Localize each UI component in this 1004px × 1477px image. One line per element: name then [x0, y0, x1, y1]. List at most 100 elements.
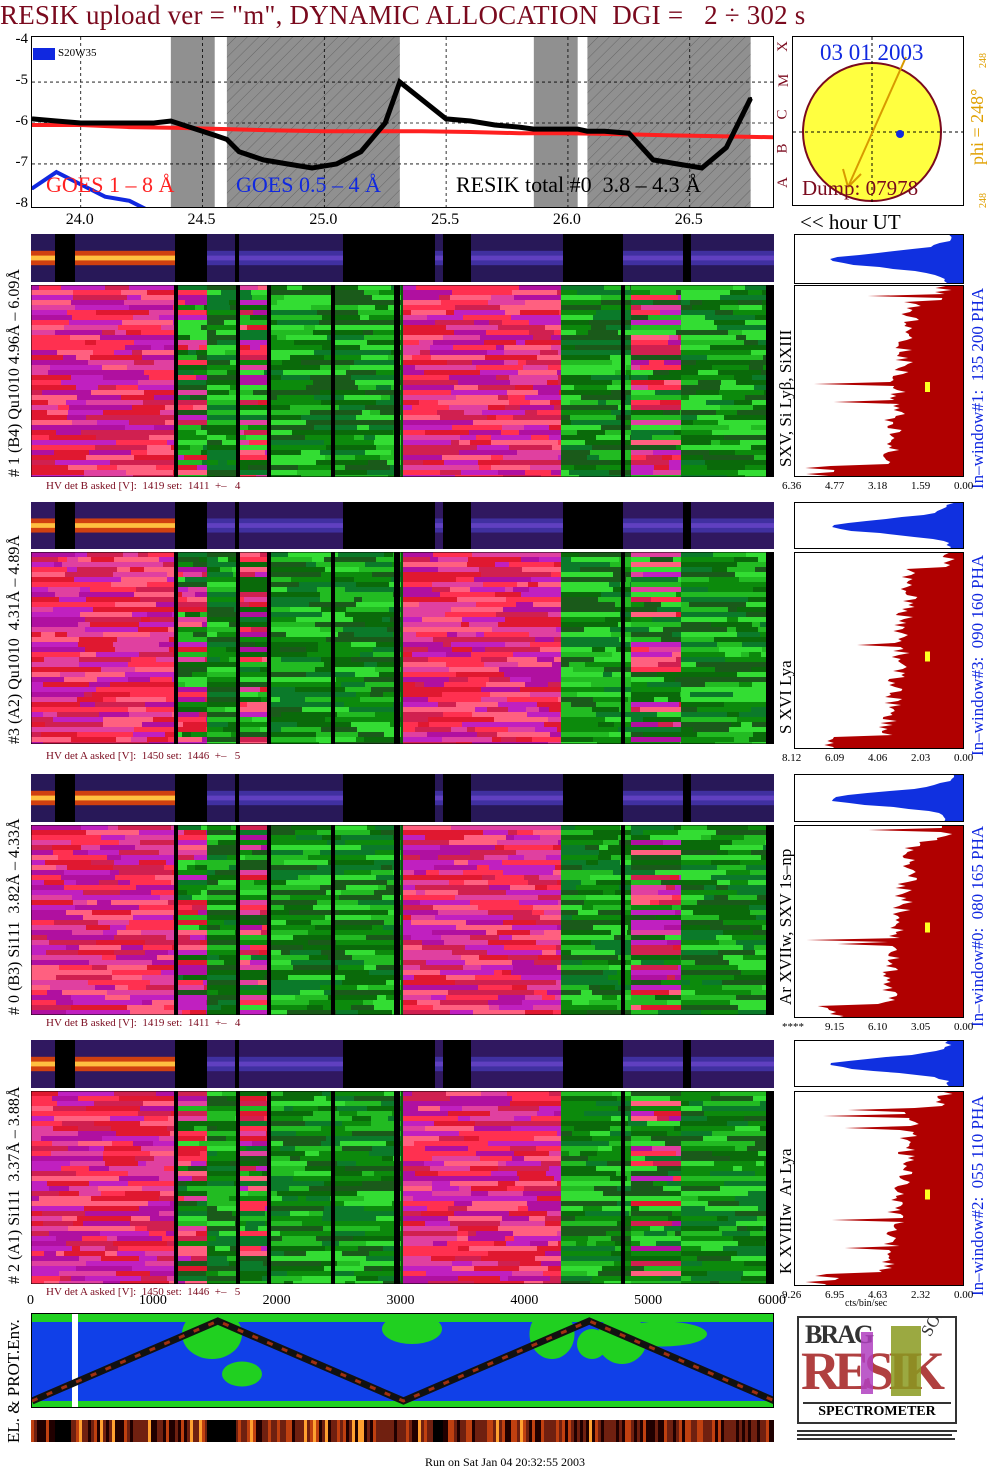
x-tick-label: 26.5 [674, 211, 703, 228]
cts-tick-label: 6.09 [825, 752, 845, 764]
bottom-x-tick-label: 5000 [634, 1293, 663, 1308]
logo-spectrometer: SPECTROMETER [803, 1402, 951, 1420]
series-point-2 [32, 117, 34, 121]
logo-solar: SOLAR [917, 1318, 955, 1340]
window-marker [925, 651, 930, 662]
night-band [587, 37, 751, 207]
series-point-2 [627, 131, 631, 135]
flare-class-M: M [776, 73, 793, 88]
series-point-2 [651, 158, 655, 162]
series-point-2 [724, 146, 728, 150]
environment-strip [31, 1420, 774, 1442]
spectrogram-3 [31, 1091, 774, 1284]
spectrogram-1 [31, 552, 774, 744]
series-point-2 [103, 121, 107, 125]
phi-label: phi = 248° [967, 88, 987, 165]
detector-label-1: #3 (A2) Qu1010 4.31Å – 4.89Å [6, 535, 23, 744]
series-point-2 [493, 123, 497, 127]
cts-tick-label: 3.05 [911, 1021, 931, 1033]
window-marker [925, 922, 930, 933]
spectrum-strip-3 [31, 1040, 774, 1088]
cts-tick-label: 4.63 [868, 1289, 888, 1301]
spectrum-strip-0 [31, 234, 774, 282]
series-point-0 [420, 129, 424, 133]
environment-map [31, 1313, 774, 1408]
series-point-0 [127, 125, 131, 129]
logo-resik: RESIK [801, 1340, 945, 1402]
orbit-track-plot [31, 1313, 774, 1408]
cts-tick-label: 0.00 [954, 1021, 974, 1033]
flare-class-X: X [774, 41, 791, 52]
landmass [617, 1321, 707, 1347]
window-label-1: In–window#3: 090 160 PHA [968, 554, 987, 756]
hv-readout-0: HV det B asked [V]: 1419 set: 1411 +– 4 [46, 480, 241, 492]
series-point-2 [359, 150, 363, 154]
y-tick-label: -8 [15, 194, 29, 211]
bottom-x-tick-label: 2000 [262, 1293, 291, 1308]
series-point-2 [79, 121, 83, 125]
cts-tick-label: 2.03 [911, 752, 931, 764]
x-tick-label: 25.0 [309, 211, 338, 228]
series-point-0 [712, 134, 716, 138]
pha-histogram-red-2 [794, 825, 964, 1018]
cts-unit-label: cts/bin/sec [845, 1298, 888, 1309]
series-point-2 [676, 162, 680, 166]
pha-histogram-red-0 [794, 285, 964, 477]
series-point-2 [127, 121, 131, 125]
hv-readout-3: HV det A asked [V]: 1450 set: 1446 +– 5 [46, 1286, 241, 1298]
flare-position-marker [896, 130, 904, 138]
flare-class-B: B [774, 143, 791, 154]
phi-bottom-label: 248 [978, 193, 989, 208]
series-point-0 [663, 133, 667, 137]
cts-tick-label: 0.00 [954, 752, 974, 764]
window-label-3: In–window#2: 055 110 PHA [968, 1095, 987, 1296]
series-point-0 [371, 129, 375, 133]
series-point-2 [152, 121, 156, 125]
line-id-label-0: SXV, Si Lyβ, SiXIII [776, 329, 795, 467]
bottom-x-tick-label: 4000 [510, 1293, 539, 1308]
window-label-2: In–window#0: 080 165 PHA [968, 825, 987, 1027]
detector-label-3: # 2 (A1) Si111 3.37Å – 3.88Å [6, 1086, 23, 1284]
landmass [222, 1361, 262, 1387]
series-point-2 [444, 117, 448, 121]
footer-runtime: Run on Sat Jan 04 20:32:55 2003 [425, 1455, 586, 1469]
lightcurve-plot [31, 36, 774, 208]
series-point-2 [576, 127, 580, 131]
environment-color-strip [31, 1420, 774, 1442]
window-marker [925, 382, 930, 392]
series-point-2 [169, 119, 173, 123]
flare-class-A: A [774, 177, 791, 188]
line-id-label-3: K XVIIIw Ar Lya [776, 1148, 795, 1274]
window-label-0: In–window#1: 135 200 PHA [968, 287, 987, 489]
legend-resik: RESIK total #0 3.8 – 4.3 Å [456, 172, 702, 197]
series-point-2 [237, 150, 241, 154]
series-point-1 [54, 170, 58, 174]
cts-tick-label: 9.26 [782, 1289, 802, 1301]
dump-label: Dump: 07978 [802, 176, 919, 200]
phi-arrow [847, 56, 907, 188]
line-id-label-1: S XVI Lya [776, 660, 795, 734]
bottom-x-tick-label: 0 [27, 1293, 34, 1308]
night-band [226, 37, 400, 207]
sun-panel: 03 01 2003 Dump: 07978 [792, 36, 964, 206]
y-tick-label: -6 [15, 113, 29, 129]
pha-histogram-blue-3 [794, 1040, 964, 1087]
series-point-0 [517, 131, 521, 135]
hv-readout-1: HV det A asked [V]: 1450 set: 1446 +– 5 [46, 750, 241, 762]
series-point-2 [54, 119, 58, 123]
cts-tick-label: 2.32 [911, 1289, 931, 1301]
orbit-track-env [32, 1319, 773, 1403]
series-point-0 [225, 127, 229, 131]
pha-histogram-red-3 [794, 1091, 964, 1286]
cts-tick-label: 4.77 [825, 480, 845, 492]
logo-resik-i [861, 1332, 873, 1394]
series-point-2 [310, 166, 314, 170]
cts-tick-label: 6.95 [825, 1289, 845, 1301]
series-point-0 [468, 130, 472, 134]
series-point-1 [79, 182, 83, 186]
cts-tick-label: 4.06 [868, 752, 888, 764]
pha-histogram-blue-0 [794, 234, 964, 284]
pha-histogram-blue-1 [794, 502, 964, 549]
landmass [382, 1314, 442, 1344]
series-point-2 [261, 158, 265, 162]
